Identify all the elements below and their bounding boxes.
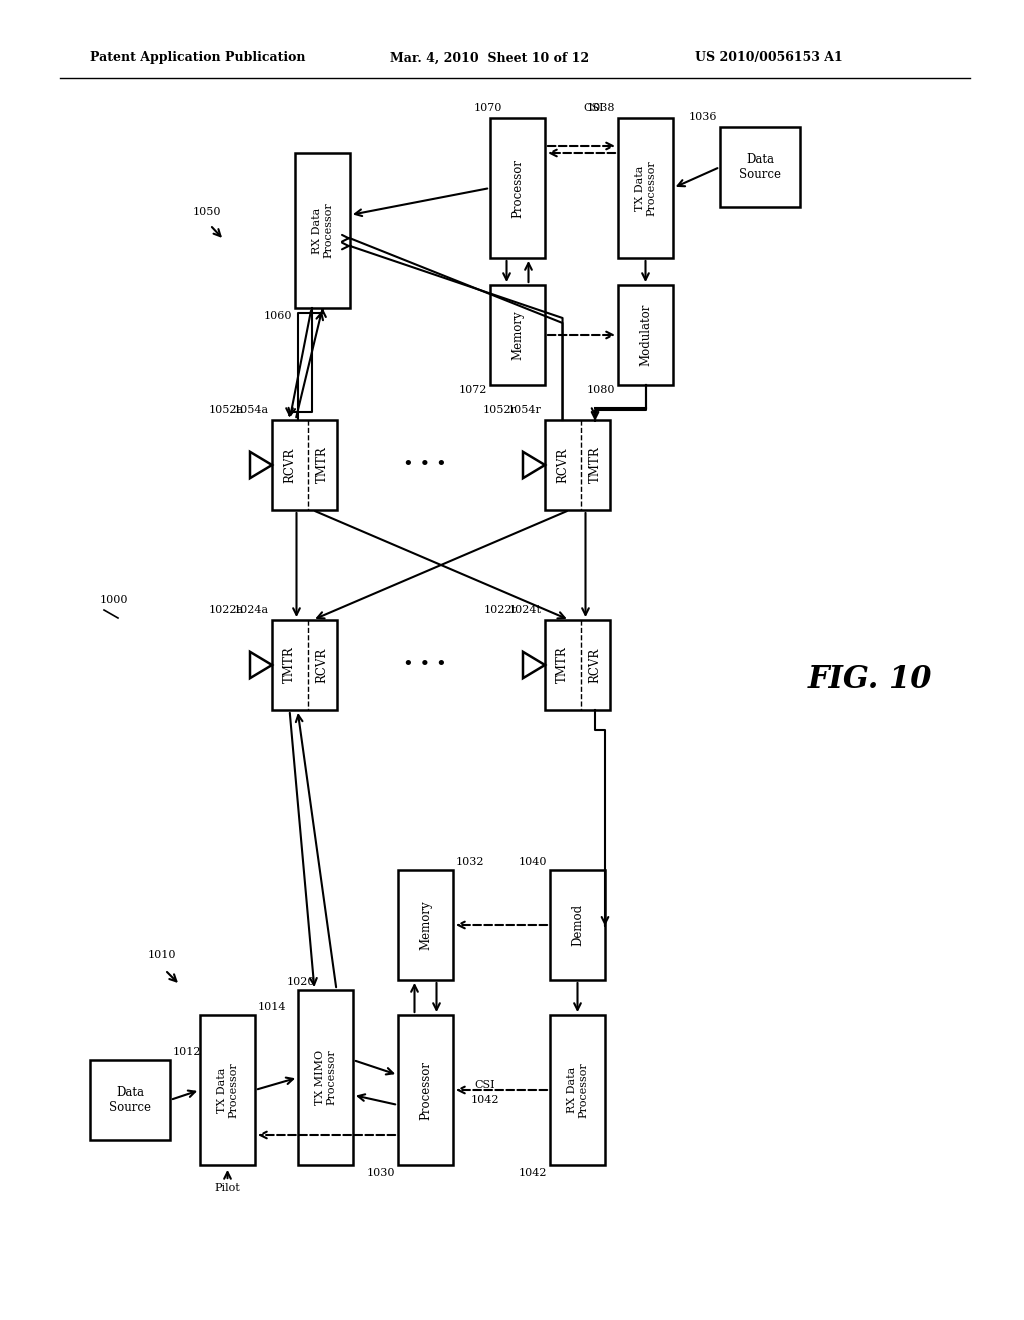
Text: 1032: 1032 xyxy=(456,857,484,867)
Text: US 2010/0056153 A1: US 2010/0056153 A1 xyxy=(695,51,843,65)
Text: • • •: • • • xyxy=(403,656,446,675)
Text: 1024a: 1024a xyxy=(233,605,269,615)
Text: 1050: 1050 xyxy=(193,207,221,216)
Text: TMTR: TMTR xyxy=(315,446,329,483)
Bar xyxy=(618,117,673,257)
Text: RX Data
Processor: RX Data Processor xyxy=(311,203,333,259)
Text: RCVR: RCVR xyxy=(283,447,296,483)
Text: TMTR: TMTR xyxy=(556,647,569,684)
Text: 1040: 1040 xyxy=(518,857,547,867)
Text: 1054r: 1054r xyxy=(508,405,542,414)
Text: TMTR: TMTR xyxy=(283,647,296,684)
Text: 1000: 1000 xyxy=(100,595,128,605)
Bar xyxy=(298,990,353,1166)
Bar xyxy=(272,420,337,510)
Text: TX MIMO
Processor: TX MIMO Processor xyxy=(314,1049,336,1105)
Text: 1020: 1020 xyxy=(287,977,314,987)
Text: 1022t: 1022t xyxy=(484,605,517,615)
Text: Processor: Processor xyxy=(511,158,524,218)
Text: RX Data
Processor: RX Data Processor xyxy=(566,1063,589,1118)
Text: 1042: 1042 xyxy=(518,1168,547,1177)
Bar xyxy=(200,1015,255,1166)
Text: 1060: 1060 xyxy=(263,312,292,321)
Text: 1072: 1072 xyxy=(459,385,487,395)
Bar xyxy=(90,1060,170,1140)
Text: Memory: Memory xyxy=(511,310,524,360)
Bar xyxy=(550,870,605,979)
Text: Modulator: Modulator xyxy=(639,304,652,366)
Text: RCVR: RCVR xyxy=(556,447,569,483)
Bar xyxy=(720,127,800,207)
Bar xyxy=(398,1015,453,1166)
Text: Patent Application Publication: Patent Application Publication xyxy=(90,51,305,65)
Text: TX Data
Processor: TX Data Processor xyxy=(217,1063,239,1118)
Text: 1024t: 1024t xyxy=(509,605,542,615)
Text: 1036: 1036 xyxy=(688,112,717,121)
Text: 1052r: 1052r xyxy=(483,405,517,414)
Text: RCVR: RCVR xyxy=(315,647,329,682)
Text: RCVR: RCVR xyxy=(589,647,601,682)
Text: 1042: 1042 xyxy=(471,1096,500,1105)
Text: 1080: 1080 xyxy=(587,385,615,395)
Text: 1030: 1030 xyxy=(367,1168,395,1177)
Text: • • •: • • • xyxy=(403,455,446,474)
Bar xyxy=(295,153,350,308)
Text: TMTR: TMTR xyxy=(589,446,601,483)
Text: CSI: CSI xyxy=(584,103,604,114)
Text: 1070: 1070 xyxy=(473,103,502,114)
Text: 1038: 1038 xyxy=(587,103,615,114)
Text: CSI: CSI xyxy=(475,1080,496,1090)
Bar xyxy=(545,420,610,510)
Text: Mar. 4, 2010  Sheet 10 of 12: Mar. 4, 2010 Sheet 10 of 12 xyxy=(390,51,589,65)
Text: Data
Source: Data Source xyxy=(109,1086,151,1114)
Text: TX Data
Processor: TX Data Processor xyxy=(635,160,656,216)
Text: Processor: Processor xyxy=(419,1060,432,1119)
Text: 1052a: 1052a xyxy=(209,405,244,414)
Text: 1054a: 1054a xyxy=(233,405,269,414)
Text: 1022a: 1022a xyxy=(209,605,244,615)
Text: 1012: 1012 xyxy=(173,1047,202,1057)
Bar xyxy=(490,117,545,257)
Bar xyxy=(545,620,610,710)
Text: Demod: Demod xyxy=(571,904,584,946)
Bar xyxy=(490,285,545,385)
Bar xyxy=(618,285,673,385)
Bar xyxy=(272,620,337,710)
Bar xyxy=(398,870,453,979)
Text: Data
Source: Data Source xyxy=(739,153,781,181)
Text: FIG. 10: FIG. 10 xyxy=(808,664,932,696)
Text: 1010: 1010 xyxy=(148,950,176,960)
Text: 1014: 1014 xyxy=(258,1002,287,1012)
Bar xyxy=(550,1015,605,1166)
Text: Memory: Memory xyxy=(419,900,432,950)
Text: Pilot: Pilot xyxy=(215,1183,241,1193)
